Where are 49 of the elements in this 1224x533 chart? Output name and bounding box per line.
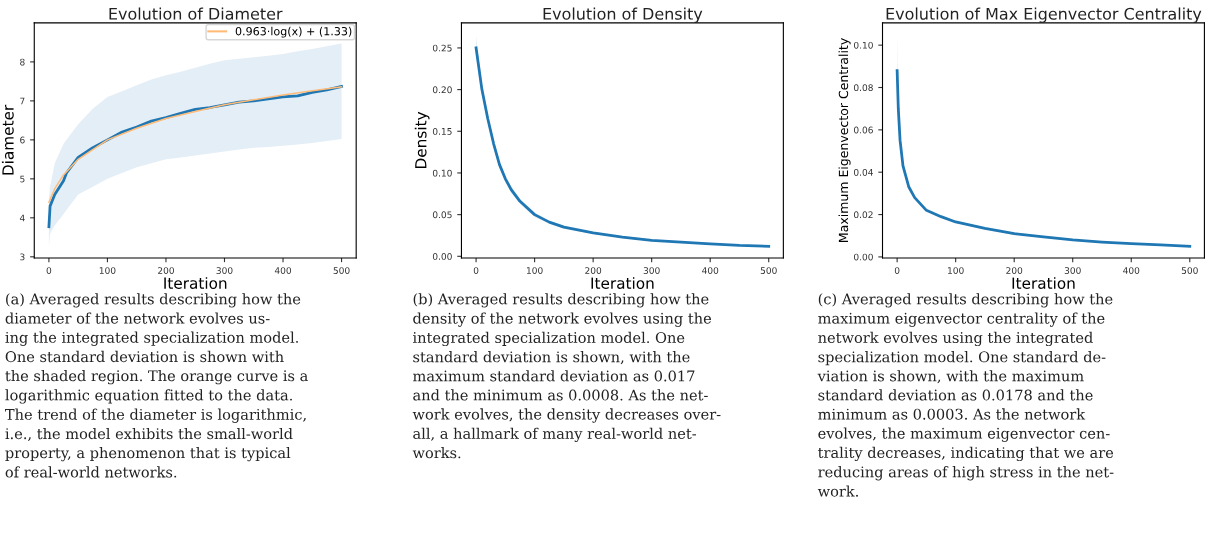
- x-tick-label: 500: [1181, 267, 1198, 274]
- y-tick-label: 7: [20, 97, 25, 105]
- x-axis-title: Iteration: [164, 277, 227, 289]
- y-axis-title: Maximum Eigenvector Centrality: [838, 38, 851, 242]
- y-tick-label: 6: [20, 136, 25, 144]
- y-tick-label: 8: [20, 58, 25, 66]
- chart-title: Evolution of Density: [543, 7, 703, 23]
- x-tick-label: 200: [585, 267, 602, 274]
- x-tick-label: 0: [46, 267, 52, 274]
- x-tick-label: 100: [99, 267, 116, 274]
- x-tick-label: 400: [274, 267, 292, 274]
- x-tick-label: 200: [158, 267, 174, 274]
- y-axis-title: Density: [414, 111, 430, 168]
- x-tick-label: 100: [948, 267, 964, 274]
- y-tick-label: 0.10: [853, 41, 873, 49]
- x-axis-title: Iteration: [591, 277, 654, 289]
- x-tick-label: 300: [1064, 267, 1081, 274]
- x-tick-label: 0: [473, 267, 479, 274]
- y-tick-label: 0.25: [432, 44, 452, 52]
- y-tick-label: 0.04: [853, 168, 873, 176]
- y-tick-label: 0.10: [432, 169, 452, 177]
- x-tick-label: 100: [526, 267, 543, 274]
- x-tick-label: 500: [333, 267, 350, 274]
- chart-title: Evolution of Diameter: [109, 7, 283, 20]
- x-tick-label: 300: [216, 267, 233, 274]
- y-tick-label: 0.20: [432, 86, 452, 94]
- text: (a) Averaged results describing how the diameter of the network evolves us- ing the integrated specialization model. One standard deviation is shown with the shaded region. The orange curve is a logarithmic equation fitted to the data. The trend of the diameter is logarithmic, i.e., the model exhibits the small-world property, a phenomenon that is typical of real-world networks.: [5, 293, 308, 478]
- x-tick-label: 400: [1123, 267, 1140, 274]
- y-axis-title: Diameter: [1, 104, 14, 175]
- y-tick-label: 0.00: [432, 253, 452, 260]
- x-tick-label: 300: [643, 267, 660, 274]
- y-tick-label: 0.00: [853, 253, 873, 261]
- legend-label: 0.963·log(x) + (1.33): [235, 26, 352, 38]
- y-tick-label: 0.02: [853, 211, 873, 219]
- x-tick-label: 200: [1006, 267, 1023, 274]
- y-tick-label: 5: [20, 175, 25, 183]
- text: (c) Averaged results describing how the maximum eigenvector centrality of the network evolves using the integrated specialization model. One standard de- viation is shown, with the maximum standard deviation as 0.0178 and the minimum as 0.0003. As the network evolves, the maximum eigenvector cen- trality decreases, indicating that we are reducing areas of high stress in the net- work.: [817, 293, 1114, 497]
- x-axis-title: Iteration: [1012, 277, 1075, 289]
- y-tick-label: 0.05: [432, 211, 452, 219]
- y-tick-label: 3: [20, 253, 25, 261]
- y-tick-label: 0.15: [432, 128, 452, 135]
- x-tick-label: 0: [894, 267, 900, 274]
- y-tick-label: 0.06: [853, 126, 873, 134]
- text: (b) Averaged results describing how the density of the network evolves using the integrated specialization model. One standard deviation is shown, with the maximum standard deviation as 0.017 and the minimum as 0.0008. As the net- work evolves, the density decreases over- all, a hallmark of many real-world net- works.: [412, 293, 721, 459]
- x-tick-label: 400: [702, 267, 719, 274]
- x-tick-label: 500: [760, 267, 777, 274]
- chart-title: Evolution of Max Eigenvector Centrality: [886, 7, 1202, 23]
- y-tick-label: 4: [19, 214, 25, 222]
- y-tick-label: 0.08: [853, 84, 873, 92]
